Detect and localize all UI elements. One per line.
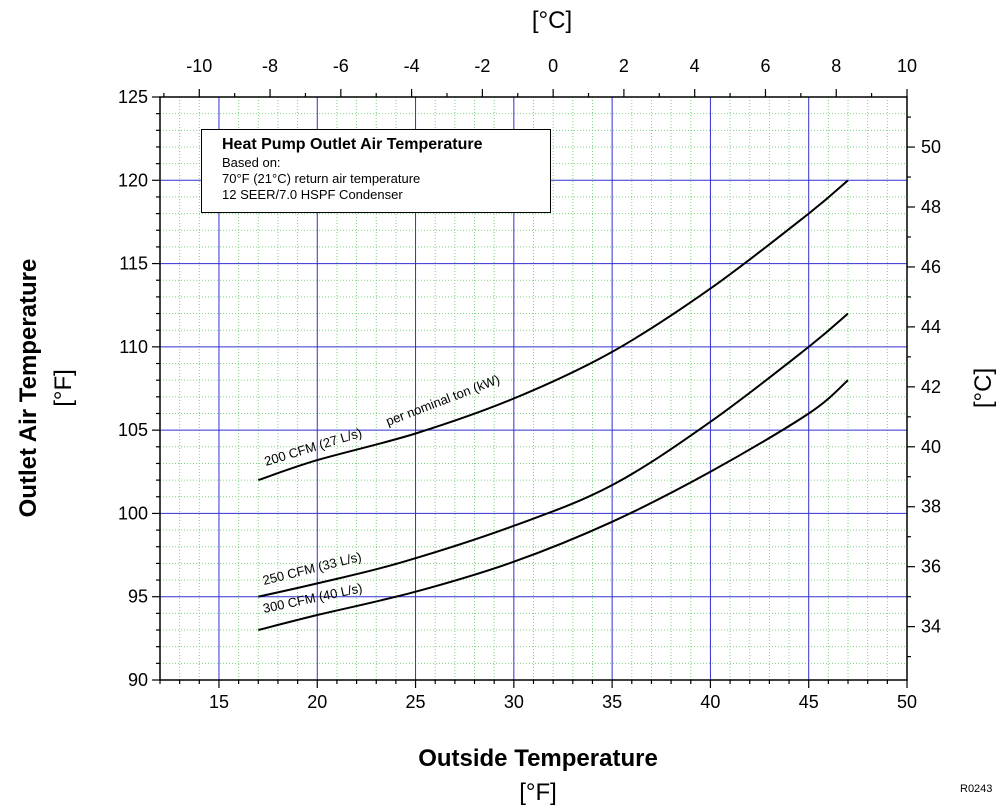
x2-tick-label: -10 [186,56,212,76]
y-tick-label: 105 [118,420,148,440]
chart-info-box: Heat Pump Outlet Air Temperature Based o… [201,129,551,213]
series-line-1 [257,179,849,482]
figure-code: R0243 [960,783,992,795]
y-tick-label: 100 [118,503,148,523]
chart-subtitle-line: 70°F (21°C) return air temperature [222,171,421,186]
series-layer [257,179,849,631]
chart-subtitle-line: Based on: [222,155,281,170]
x-tick-label: 45 [799,692,819,712]
x2-tick-label: -8 [262,56,278,76]
y2-axis-unit: [°C] [970,368,997,408]
minor-grid [159,97,907,680]
y-tick-label: 110 [119,337,148,357]
x2-tick-label: 8 [831,56,841,76]
y-tick-label: 95 [128,587,148,607]
x2-tick-label: 0 [548,56,558,76]
y2-tick-label: 38 [921,497,941,517]
x-tick-label: 15 [209,692,229,712]
x2-tick-label: 2 [619,56,629,76]
y-tick-label: 115 [119,254,148,274]
y2-tick-label: 34 [921,617,941,637]
y2-tick-label: 36 [921,557,941,577]
x-tick-label: 25 [406,692,426,712]
x2-tick-label: 6 [760,56,770,76]
y2-tick-label: 46 [921,257,941,277]
y2-tick-label: 50 [921,137,941,157]
y-axis-unit: [°F] [50,369,77,407]
x2-tick-label: -6 [333,56,349,76]
tick-labels: 15 20 25 30 35 40 45 509095100105110115120125-1… [118,56,941,712]
chart-title: Heat Pump Outlet Air Temperature [222,136,483,153]
y-tick-label: 120 [118,170,148,190]
y2-tick-label: 48 [921,197,941,217]
y2-tick-label: 44 [921,317,941,337]
chart-subtitle-line: 12 SEER/7.0 HSPF Condenser [222,187,403,202]
x2-tick-label: 4 [690,56,700,76]
y-tick-label: 90 [128,670,148,690]
x-tick-label: 30 [504,692,524,712]
x2-tick-label: 10 [897,56,917,76]
x-tick-label: 20 [307,692,327,712]
y2-tick-label: 42 [921,377,941,397]
x2-tick-label: -2 [474,56,490,76]
y-tick-label: 125 [118,87,148,107]
x-axis-title: Outside Temperature [418,745,658,772]
series-line-2 [258,312,849,598]
y-axis-title: Outlet Air Temperature [15,259,42,518]
x-tick-label: 50 [897,692,917,712]
x2-tick-label: -4 [404,56,420,76]
x2-axis-unit: [°C] [532,7,572,34]
x-tick-label: 35 [602,692,622,712]
x-axis-unit: [°F] [519,779,557,806]
x-tick-label: 40 [700,692,720,712]
axis-ticks [152,89,915,688]
series-line-3 [258,379,849,631]
series-label-300cfm: 300 CFM (40 L/s) [262,580,364,616]
y2-tick-label: 40 [921,437,941,457]
